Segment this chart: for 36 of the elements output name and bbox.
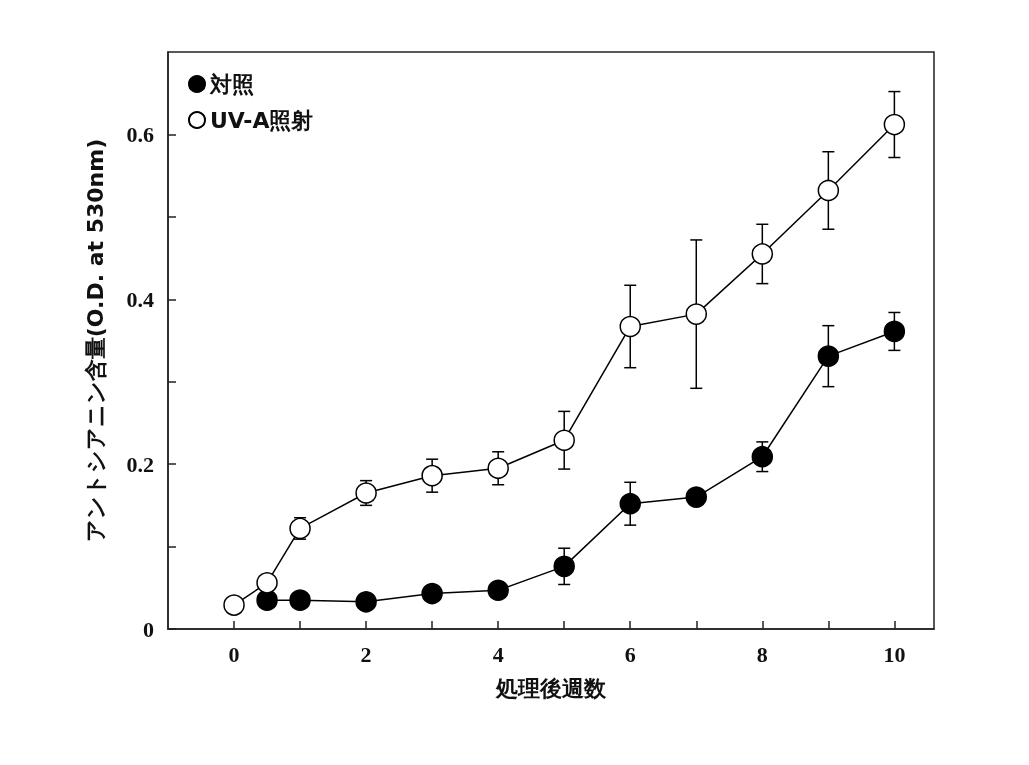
point <box>421 582 443 605</box>
point <box>817 345 840 367</box>
x-axis-title: 処理後週数 <box>495 675 607 701</box>
point <box>883 113 906 136</box>
point <box>619 492 641 515</box>
point <box>751 243 774 265</box>
point <box>421 464 443 487</box>
y-tick-label: 0 <box>143 616 154 642</box>
point <box>223 594 245 616</box>
y-tick-label: 0.6 <box>126 121 154 147</box>
point <box>751 445 774 468</box>
point <box>553 429 575 451</box>
y-axis-title: アントシアニン含量(O.D. at 530nm) <box>82 138 108 543</box>
point <box>256 589 278 611</box>
y-tick-label: 0.2 <box>126 451 154 477</box>
x-tick-label: 6 <box>624 641 636 667</box>
point <box>553 555 575 578</box>
point <box>487 457 509 480</box>
x-tick-label: 8 <box>756 641 768 667</box>
point <box>355 591 377 613</box>
point <box>817 179 840 202</box>
point <box>685 486 708 508</box>
legend-label: 対照 <box>209 71 254 97</box>
x-tick-label: 10 <box>883 641 906 667</box>
point <box>289 517 311 540</box>
y-tick-label: 0.4 <box>126 286 154 312</box>
x-tick-label: 0 <box>228 641 240 667</box>
x-tick-label: 2 <box>360 641 372 667</box>
point <box>685 303 708 325</box>
point <box>487 579 509 601</box>
point <box>289 589 311 611</box>
point <box>883 320 906 343</box>
point <box>256 572 278 594</box>
legend-label: UV-A照射 <box>210 107 314 133</box>
point <box>619 315 641 338</box>
x-tick-label: 4 <box>492 641 504 667</box>
